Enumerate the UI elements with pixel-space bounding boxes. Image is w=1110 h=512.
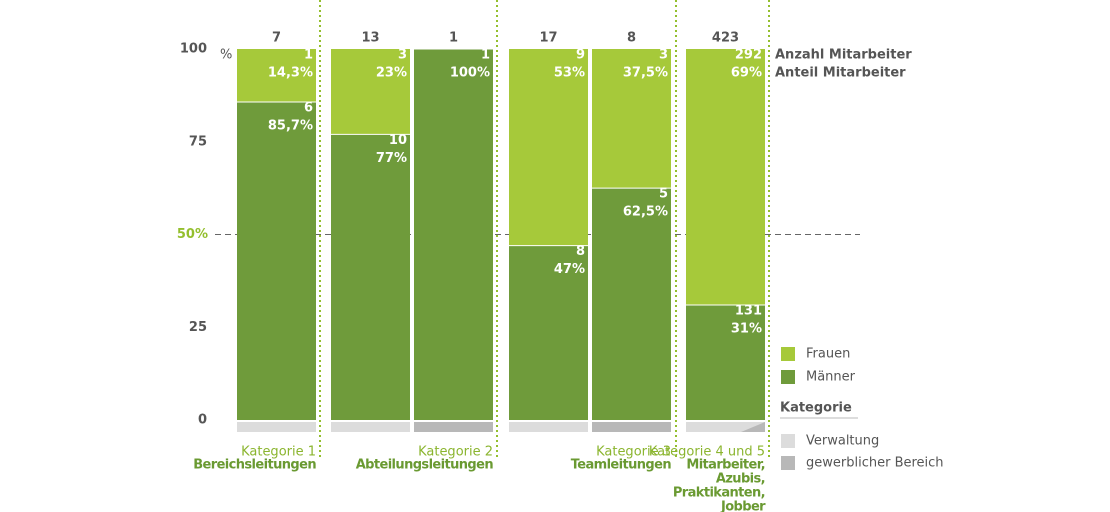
y-tick-label: 75 (189, 134, 207, 149)
value-label: 47% (554, 262, 585, 277)
value-label: 100% (450, 66, 490, 81)
category-strip (509, 422, 588, 432)
group-name: Azubis, (716, 472, 765, 487)
y-tick-label: 100 (180, 42, 207, 57)
count-label: 8 (576, 244, 585, 259)
count-label: 6 (304, 101, 313, 116)
group-name: Mitarbeiter, (686, 458, 765, 473)
bar-segment (237, 49, 316, 103)
row-label: Anteil Mitarbeiter (775, 66, 906, 81)
bar-segment (686, 304, 765, 420)
total-label: 8 (627, 31, 636, 46)
legend-swatch (781, 434, 795, 448)
legend-swatch (781, 347, 795, 361)
total-label: 423 (712, 31, 739, 46)
count-label: 3 (398, 48, 407, 63)
bar-segment (509, 49, 588, 246)
total-label: 1 (449, 31, 458, 46)
bar-segment (592, 188, 671, 420)
group-label: Kategorie 2 (418, 445, 493, 460)
y-tick-label: 50% (177, 227, 208, 242)
category-strip (237, 422, 316, 432)
value-label: 69% (731, 66, 762, 81)
value-label: 31% (731, 321, 762, 336)
category-strip (592, 422, 671, 432)
category-strip (331, 422, 410, 432)
count-label: 5 (659, 187, 668, 202)
value-label: 77% (376, 151, 407, 166)
group-label: Kategorie 1 (241, 445, 316, 460)
bar-segment (331, 134, 410, 420)
count-label: 1 (304, 48, 313, 63)
value-label: 85,7% (268, 119, 313, 134)
value-label: 62,5% (623, 205, 668, 220)
legend-label: Männer (806, 370, 856, 385)
bar-segment (237, 102, 316, 420)
count-label: 3 (659, 48, 668, 63)
category-strip (686, 422, 765, 432)
bar-segment (414, 49, 493, 420)
bar-segment (509, 245, 588, 420)
legend-label: Verwaltung (806, 434, 879, 449)
bar-segment (331, 49, 410, 135)
count-label: 9 (576, 48, 585, 63)
legend-swatch (781, 456, 795, 470)
total-label: 7 (272, 31, 281, 46)
group-label: Kategorie 4 und 5 (649, 445, 765, 460)
group-name: Jobber (720, 500, 766, 512)
total-label: 17 (539, 31, 557, 46)
value-label: 23% (376, 66, 407, 81)
category-strip (741, 422, 765, 432)
y-tick-label: 0 (198, 413, 207, 428)
bar-segment (686, 49, 765, 305)
count-label: 292 (735, 48, 762, 63)
group-name: Teamleitungen (571, 458, 672, 473)
count-label: 10 (389, 133, 407, 148)
category-strip (414, 422, 493, 432)
legend-label: gewerblicher Bereich (806, 456, 944, 471)
value-label: 14,3% (268, 66, 313, 81)
category-legend-title: Kategorie (780, 401, 852, 416)
y-unit: % (220, 48, 232, 63)
group-name: Abteilungsleitungen (356, 458, 494, 473)
group-name: Bereichsleitungen (193, 458, 316, 473)
y-tick-label: 25 (189, 320, 207, 335)
value-label: 37,5% (623, 66, 668, 81)
count-label: 131 (735, 303, 762, 318)
group-label: Kategorie 3 (596, 445, 671, 460)
legend-label: Frauen (806, 347, 850, 362)
row-label: Anzahl Mitarbeiter (775, 48, 912, 63)
count-label: 1 (481, 48, 490, 63)
group-name: Praktikanten, (673, 486, 765, 501)
value-label: 53% (554, 66, 585, 81)
bar-segment (592, 49, 671, 189)
legend-swatch (781, 370, 795, 384)
total-label: 13 (361, 31, 379, 46)
